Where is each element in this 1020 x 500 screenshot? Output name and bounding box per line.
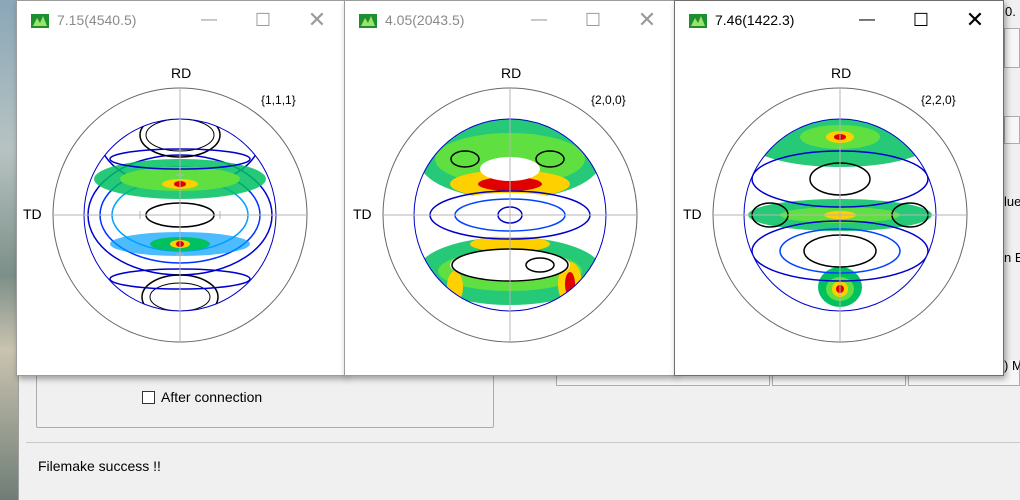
status-separator xyxy=(26,442,1020,443)
partial-text: ) M xyxy=(1004,358,1020,373)
partial-text: 0. xyxy=(1005,4,1016,19)
desktop-background xyxy=(0,0,18,500)
window-title: 4.05(2043.5) xyxy=(385,12,465,28)
maximize-icon[interactable]: ☐ xyxy=(584,10,602,30)
minimize-icon[interactable]: — xyxy=(531,11,547,28)
pole-figure-window-111[interactable]: 7.15(4540.5) — ☐ ✕ RD TD {1,1,1} xyxy=(16,0,346,376)
rd-axis-label: RD xyxy=(501,65,522,81)
close-icon[interactable]: ✕ xyxy=(307,7,327,32)
td-axis-label: TD xyxy=(23,206,42,222)
partial-field[interactable] xyxy=(1004,116,1020,144)
rd-axis-label: RD xyxy=(171,65,192,81)
contour-field xyxy=(84,119,276,311)
pole-figure-app-icon xyxy=(31,14,49,28)
pole-figure-plot xyxy=(52,87,308,343)
contour-field xyxy=(744,119,936,311)
close-icon[interactable]: ✕ xyxy=(965,7,985,32)
window-title: 7.46(1422.3) xyxy=(715,12,795,28)
partial-text: lue xyxy=(1004,194,1020,209)
plane-label: {2,2,0} xyxy=(921,93,956,107)
after-connection-label: After connection xyxy=(161,389,263,405)
contour-field xyxy=(414,119,606,311)
partial-text: n E xyxy=(1004,250,1020,265)
pole-figure-plot xyxy=(712,87,968,343)
pole-figure-window-200[interactable]: 4.05(2043.5) — ☐ ✕ RD TD {2,0,0} xyxy=(344,0,676,376)
after-connection-checkbox[interactable]: After connection xyxy=(142,389,262,405)
td-axis-label: TD xyxy=(353,206,372,222)
minimize-icon[interactable]: — xyxy=(201,11,217,28)
pole-figure-window-220[interactable]: 7.46(1422.3) — ☐ ✕ RD TD {2,2,0} xyxy=(674,0,1004,376)
rd-axis-label: RD xyxy=(831,65,852,81)
window-title: 7.15(4540.5) xyxy=(57,12,137,28)
plane-label: {1,1,1} xyxy=(261,93,296,107)
close-icon[interactable]: ✕ xyxy=(637,7,657,32)
checkbox-box[interactable] xyxy=(142,390,155,404)
window-titlebar[interactable]: 7.46(1422.3) — ☐ ✕ xyxy=(675,1,1003,39)
plane-label: {2,0,0} xyxy=(591,93,626,107)
partial-control[interactable] xyxy=(1004,28,1020,68)
maximize-icon[interactable]: ☐ xyxy=(912,10,930,30)
td-axis-label: TD xyxy=(683,206,702,222)
maximize-icon[interactable]: ☐ xyxy=(254,10,272,30)
minimize-icon[interactable]: — xyxy=(859,11,875,28)
window-titlebar[interactable]: 4.05(2043.5) — ☐ ✕ xyxy=(345,1,675,39)
pole-figure-app-icon xyxy=(359,14,377,28)
pole-figure-app-icon xyxy=(689,14,707,28)
window-titlebar[interactable]: 7.15(4540.5) — ☐ ✕ xyxy=(17,1,345,39)
status-message: Filemake success !! xyxy=(38,458,161,474)
pole-figure-plot xyxy=(382,87,638,343)
